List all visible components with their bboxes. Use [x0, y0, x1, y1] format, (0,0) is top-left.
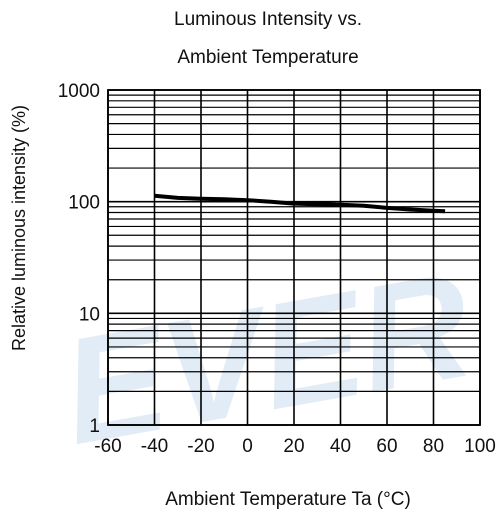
y-tick-label: 1: [89, 416, 100, 437]
x-tick-label: -20: [187, 436, 214, 457]
x-tick-label: -60: [94, 436, 121, 457]
y-axis-label: Relative luminous intensity (%): [9, 105, 29, 351]
chart-title-line-2: Ambient Temperature: [177, 47, 358, 68]
y-tick-label: 100: [68, 193, 100, 214]
x-tick-label: 60: [376, 436, 397, 457]
x-axis-label: Ambient Temperature Ta (°C): [165, 489, 411, 510]
x-tick-label: 0: [242, 436, 253, 457]
y-tick-label: 10: [79, 304, 100, 325]
chart-title-line-1: Luminous Intensity vs.: [174, 9, 362, 30]
x-tick-label: 80: [423, 436, 444, 457]
x-tick-label: 40: [330, 436, 351, 457]
plot-frame: [107, 89, 481, 426]
grid-layer: [107, 89, 481, 426]
x-tick-label: 100: [464, 436, 496, 457]
y-tick-label: 1000: [58, 81, 100, 102]
tick-labels: -60 -40 -20 0 20 40 60 80 100 1 10 100 1000: [58, 81, 496, 457]
x-tick-label: 20: [283, 436, 304, 457]
series-layer: [154, 193, 446, 214]
series-line-0: [154, 193, 446, 214]
x-tick-label: -40: [141, 436, 168, 457]
